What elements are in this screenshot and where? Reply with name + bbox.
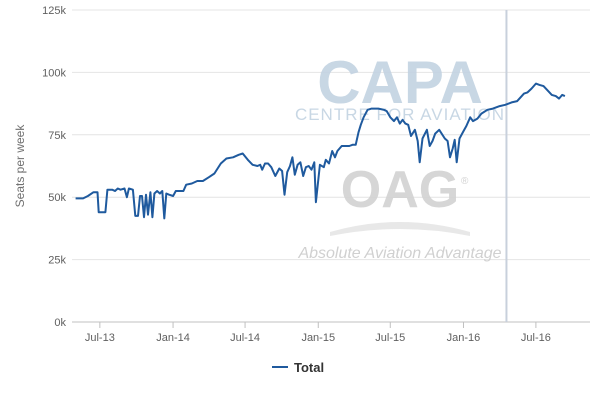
watermark-oag-swoosh	[330, 222, 470, 236]
y-tick-label: 125k	[42, 5, 66, 17]
legend[interactable]: Total	[272, 360, 324, 375]
y-axis-title: Seats per week	[13, 124, 27, 208]
y-tick-label: 75k	[48, 130, 66, 142]
watermark-oag-tagline: Absolute Aviation Advantage	[297, 245, 501, 262]
x-axis: Jul-13 Jan-14 Jul-14 Jan-15 Jul-15 Jan-16 Jul-…	[85, 322, 551, 344]
watermark-oag-registered-mark: ®	[461, 176, 469, 187]
watermark: CAPA CENTRE FOR AVIATION OAG ® Absolute …	[295, 49, 505, 262]
x-tick-label: Jan-14	[156, 332, 190, 344]
y-axis: 0k 25k 50k 75k 100k 125k	[42, 5, 66, 329]
y-tick-label: 25k	[48, 255, 66, 267]
grid	[72, 9, 590, 323]
series-line-total	[75, 82, 566, 220]
y-tick-label: 100k	[42, 67, 66, 79]
watermark-oag-logo: OAG	[341, 161, 459, 219]
y-tick-label: 0k	[54, 317, 66, 329]
x-tick-label: Jul-14	[230, 332, 260, 344]
series-layer	[75, 82, 566, 220]
legend-label: Total	[294, 360, 324, 375]
watermark-capa-logo: CAPA	[317, 49, 483, 116]
x-tick-label: Jan-15	[301, 332, 335, 344]
x-tick-label: Jul-16	[521, 332, 551, 344]
y-tick-label: 50k	[48, 192, 66, 204]
watermark-capa-subtitle: CENTRE FOR AVIATION	[295, 105, 505, 124]
x-tick-label: Jul-13	[85, 332, 115, 344]
x-tick-label: Jul-15	[375, 332, 405, 344]
x-tick-label: Jan-16	[447, 332, 481, 344]
